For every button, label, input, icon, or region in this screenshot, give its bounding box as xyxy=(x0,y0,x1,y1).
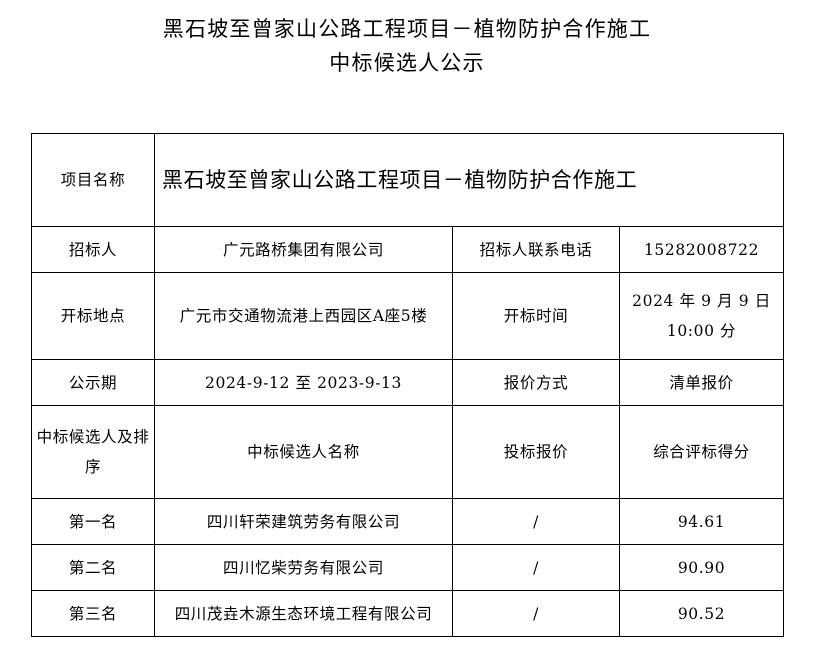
table-row-candidate-header: 中标候选人及排序 中标候选人名称 投标报价 综合评标得分 xyxy=(31,405,785,499)
table-row-candidate: 第二名 四川忆柴劳务有限公司 / 90.90 xyxy=(31,544,785,591)
table-row-publicity: 公示期 2024-9-12 至 2023-9-13 报价方式 清单报价 xyxy=(31,359,785,406)
candidate-name: 四川茂垚木源生态环境工程有限公司 xyxy=(154,590,453,637)
candidate-price: / xyxy=(452,590,620,637)
value-quote-method: 清单报价 xyxy=(618,359,785,406)
value-bid-opening-time: 2024 年 9 月 9 日 10:00 分 xyxy=(618,272,785,360)
label-tenderer-phone: 招标人联系电话 xyxy=(452,226,620,273)
header-candidate-name: 中标候选人名称 xyxy=(154,405,453,499)
table-row-candidate: 第三名 四川茂垚木源生态环境工程有限公司 / 90.52 xyxy=(31,590,785,637)
value-tenderer-phone: 15282008722 xyxy=(618,226,785,273)
label-publicity-period: 公示期 xyxy=(31,359,155,406)
table-row-tenderer: 招标人 广元路桥集团有限公司 招标人联系电话 15282008722 xyxy=(31,226,785,273)
table-row-project-name: 项目名称 黑石坡至曾家山公路工程项目－植物防护合作施工 xyxy=(31,133,785,227)
label-quote-method: 报价方式 xyxy=(452,359,620,406)
candidate-score: 90.90 xyxy=(618,544,785,591)
candidate-score: 90.52 xyxy=(618,590,785,637)
table-row-candidate: 第一名 四川轩荣建筑劳务有限公司 / 94.61 xyxy=(31,498,785,545)
notice-table-container: 项目名称 黑石坡至曾家山公路工程项目－植物防护合作施工 招标人 广元路桥集团有限… xyxy=(31,133,785,637)
label-project-name: 项目名称 xyxy=(31,133,155,227)
label-tenderer: 招标人 xyxy=(31,226,155,273)
header-bid-price: 投标报价 xyxy=(452,405,620,499)
label-candidate-rank: 中标候选人及排序 xyxy=(31,405,155,499)
candidate-rank: 第二名 xyxy=(31,544,155,591)
value-tenderer: 广元路桥集团有限公司 xyxy=(154,226,453,273)
candidate-price: / xyxy=(452,498,620,545)
candidate-rank: 第三名 xyxy=(31,590,155,637)
value-project-name: 黑石坡至曾家山公路工程项目－植物防护合作施工 xyxy=(153,133,785,227)
header-total-score: 综合评标得分 xyxy=(618,405,785,499)
title-line-2: 中标候选人公示 xyxy=(329,51,485,75)
value-publicity-period: 2024-9-12 至 2023-9-13 xyxy=(154,359,453,406)
value-bid-opening-place: 广元市交通物流港上西园区A座5楼 xyxy=(154,272,453,360)
label-bid-opening-place: 开标地点 xyxy=(31,272,155,360)
candidate-name: 四川轩荣建筑劳务有限公司 xyxy=(154,498,453,545)
candidate-score: 94.61 xyxy=(618,498,785,545)
label-bid-opening-time: 开标时间 xyxy=(452,272,620,360)
candidate-price: / xyxy=(452,544,620,591)
table-row-bid-opening: 开标地点 广元市交通物流港上西园区A座5楼 开标时间 2024 年 9 月 9 … xyxy=(31,272,785,360)
title-line-1: 黑石坡至曾家山公路工程项目－植物防护合作施工 xyxy=(162,17,652,41)
candidate-name: 四川忆柴劳务有限公司 xyxy=(154,544,453,591)
candidate-rank: 第一名 xyxy=(31,498,155,545)
document-title: 黑石坡至曾家山公路工程项目－植物防护合作施工 中标候选人公示 xyxy=(0,0,814,80)
notice-table: 项目名称 黑石坡至曾家山公路工程项目－植物防护合作施工 招标人 广元路桥集团有限… xyxy=(31,133,785,637)
